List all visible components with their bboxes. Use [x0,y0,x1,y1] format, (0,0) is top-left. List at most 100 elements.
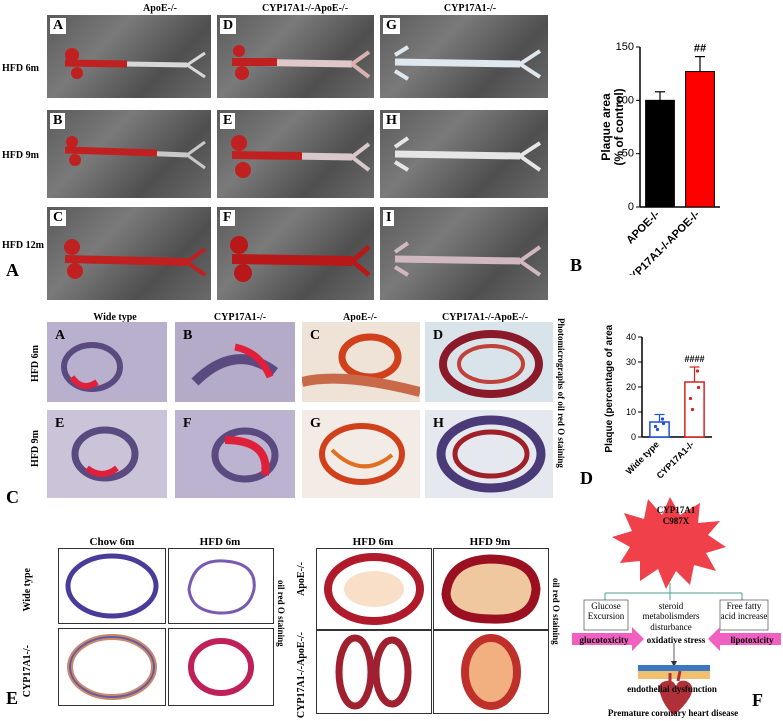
c-tile-f: F [183,416,192,431]
tile-label-c: C [50,210,67,226]
col-header-apoe: ApoE-/- [143,3,177,14]
e-col-r-hfd6: HFD 6m [352,536,394,548]
e-col-r-hfd9: HFD 9m [469,536,511,548]
star-label-1: CYP17A1 [656,505,696,515]
e-left-side-label: oil red O staining [276,580,286,647]
histo-photo-f: F [175,410,295,498]
ring-photo-dko-hfd6 [316,630,432,714]
y-tick-label: 150 [616,41,634,53]
data-point [653,424,658,429]
c-col-apoe: ApoE-/- [343,312,377,323]
e-right-side-label: oil red O staining [551,578,561,645]
y-tick-label: 10 [626,407,636,417]
y-tick-label: 50 [622,148,634,160]
tile-label-f: F [220,210,235,226]
aorta-photo-d: D [217,15,374,98]
x-tick-label: CYP17A1-/- [655,439,696,480]
heart-icon [658,670,693,715]
ring-photo-chow-cyp [58,628,166,706]
panel-letter-a: A [6,260,19,280]
ring-photo-apoe-hfd9 [433,548,549,630]
ring-photo-chow-wide [58,548,166,624]
panel-letter-c: C [6,487,19,507]
significance-label: #### [684,354,704,364]
e-col-chow: Chow 6m [89,536,135,548]
data-point [696,385,701,390]
glucotoxicity-arrow [572,627,644,651]
y-tick-label: 20 [626,382,636,392]
c-col-cyp-apoe: CYP17A1-/-ApoE-/- [441,312,529,323]
star-shape [612,497,726,589]
bar [685,71,715,208]
box-glucose: Glucose Excursion [587,601,625,622]
chart-plaque-area: 0 50 100 150 Plaque area (% of control) APOE-/… [599,41,720,275]
y-tick-label: 30 [626,357,636,367]
mechanism-diagram [572,497,781,715]
tile-label-e: E [220,113,236,129]
lipotoxicity-arrow [708,627,781,651]
box-steroid: steroid metabolismders disturbance [642,601,700,632]
histo-photo-c: C [302,322,420,402]
significance-label: ## [694,43,706,55]
aorta-photo-h: H [380,110,548,198]
e-row-cyp: CYP17A1-/- [22,645,33,698]
y-axis-label: (% of control) [612,88,626,165]
label-premature-chd: Premature coronary heart disease [607,708,739,718]
data-point [661,421,666,426]
aorta-photo-e: E [217,110,374,198]
ring-photo-apoe-hfd6 [316,548,432,630]
panel-letter-b: B [570,255,583,275]
e-row-wide: Wide type [22,568,33,612]
y-tick-label: 0 [628,201,634,213]
histo-photo-b: B [175,322,295,402]
label-glucotoxicity: glucotoxicity [579,635,629,645]
y-axis-label: Plaque area [599,93,613,161]
col-header-cyp-apoe: CYP17A1-/-ApoE-/- [261,3,349,14]
histo-photo-a: A [47,322,167,402]
c-tile-c: C [310,328,321,343]
panel-letter-f: F [752,690,763,710]
c-row-6m: HFD 6m [30,345,41,382]
label-oxidative-stress: oxidative stress [646,635,706,645]
c-tile-b: B [183,328,193,343]
aorta-photo-g: G [380,15,548,98]
c-tile-a: A [55,328,66,343]
chart-plaque-percentage: 0 10 20 30 40 Plaque (percentage of area) Wide… [604,325,712,481]
panel-letter-e: E [6,688,19,708]
y-tick-label: 40 [626,332,636,342]
bar [684,381,705,438]
c-side-label: Photomicrographs of oil red O staining [556,318,566,468]
c-col-cyp: CYP17A1-/- [213,312,267,323]
c-tile-g: G [310,416,321,431]
tile-label-d: D [220,18,237,34]
ring-photo-hfd-cyp [168,628,274,706]
aorta-photo-b: B [47,110,211,198]
data-point [660,417,665,421]
tile-label-i: I [383,210,395,226]
tile-label-a: A [50,18,67,34]
c-tile-e: E [55,416,65,431]
c-row-9m: HFD 9m [30,430,41,467]
panel-letter-d: D [580,468,593,488]
star-label-2: C987X [662,516,690,526]
c-tile-d: D [433,328,444,343]
data-point [695,369,700,373]
col-header-cyp: CYP17A1-/- [443,3,497,14]
aorta-photo-a: A [47,15,211,98]
data-point [655,427,660,432]
histo-photo-d: D [425,322,553,402]
row-header-6m: HFD 6m [2,63,39,74]
data-point [690,407,695,412]
y-tick-label: 0 [631,432,636,442]
bar [649,421,670,438]
histo-photo-h: H [425,410,553,498]
tile-label-h: H [383,113,400,129]
bar [645,99,675,208]
c-col-wide: Wide type [93,312,137,323]
y-tick-label: 100 [616,94,634,106]
row-header-9m: HFD 9m [2,150,39,161]
row-header-12m: HFD 12m [2,240,44,251]
tile-label-g: G [383,18,400,34]
data-point [688,396,693,401]
aorta-photo-c: C [47,207,211,300]
